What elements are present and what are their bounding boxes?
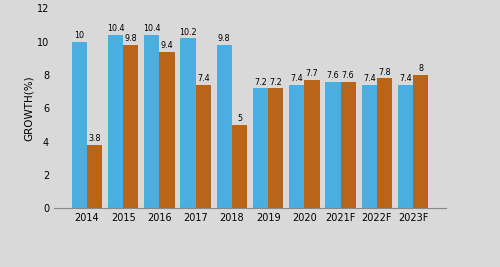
Bar <box>304 80 320 208</box>
Text: 7.4: 7.4 <box>197 74 209 83</box>
Bar <box>340 81 356 208</box>
Bar <box>87 145 102 208</box>
Bar <box>326 81 340 208</box>
Text: 7.6: 7.6 <box>342 71 354 80</box>
Bar <box>253 88 268 208</box>
Bar <box>180 38 196 208</box>
Y-axis label: GROWTH(%): GROWTH(%) <box>24 75 34 141</box>
Text: 8: 8 <box>418 64 423 73</box>
Text: 7.2: 7.2 <box>270 77 282 87</box>
Bar <box>72 41 87 208</box>
Text: 9.4: 9.4 <box>160 41 173 50</box>
Bar <box>268 88 283 208</box>
Text: 5: 5 <box>237 114 242 123</box>
Bar <box>196 85 211 208</box>
Text: 10.4: 10.4 <box>143 24 160 33</box>
Text: 7.4: 7.4 <box>363 74 376 83</box>
Bar <box>377 78 392 208</box>
Bar <box>216 45 232 208</box>
Text: 9.8: 9.8 <box>124 34 137 43</box>
Bar <box>398 85 413 208</box>
Bar <box>160 52 174 208</box>
Text: 3.8: 3.8 <box>88 134 101 143</box>
Text: 7.2: 7.2 <box>254 77 267 87</box>
Bar <box>413 75 428 208</box>
Text: 7.4: 7.4 <box>290 74 303 83</box>
Bar <box>144 35 160 208</box>
Text: 9.8: 9.8 <box>218 34 230 43</box>
Text: 10: 10 <box>74 31 85 40</box>
Text: 7.8: 7.8 <box>378 68 390 77</box>
Bar <box>289 85 304 208</box>
Text: 7.7: 7.7 <box>306 69 318 78</box>
Text: 10.2: 10.2 <box>179 28 197 37</box>
Text: 7.4: 7.4 <box>399 74 411 83</box>
Text: 7.6: 7.6 <box>326 71 340 80</box>
Bar <box>123 45 138 208</box>
Bar <box>108 35 123 208</box>
Text: 10.4: 10.4 <box>107 24 124 33</box>
Bar <box>362 85 377 208</box>
Bar <box>232 125 247 208</box>
